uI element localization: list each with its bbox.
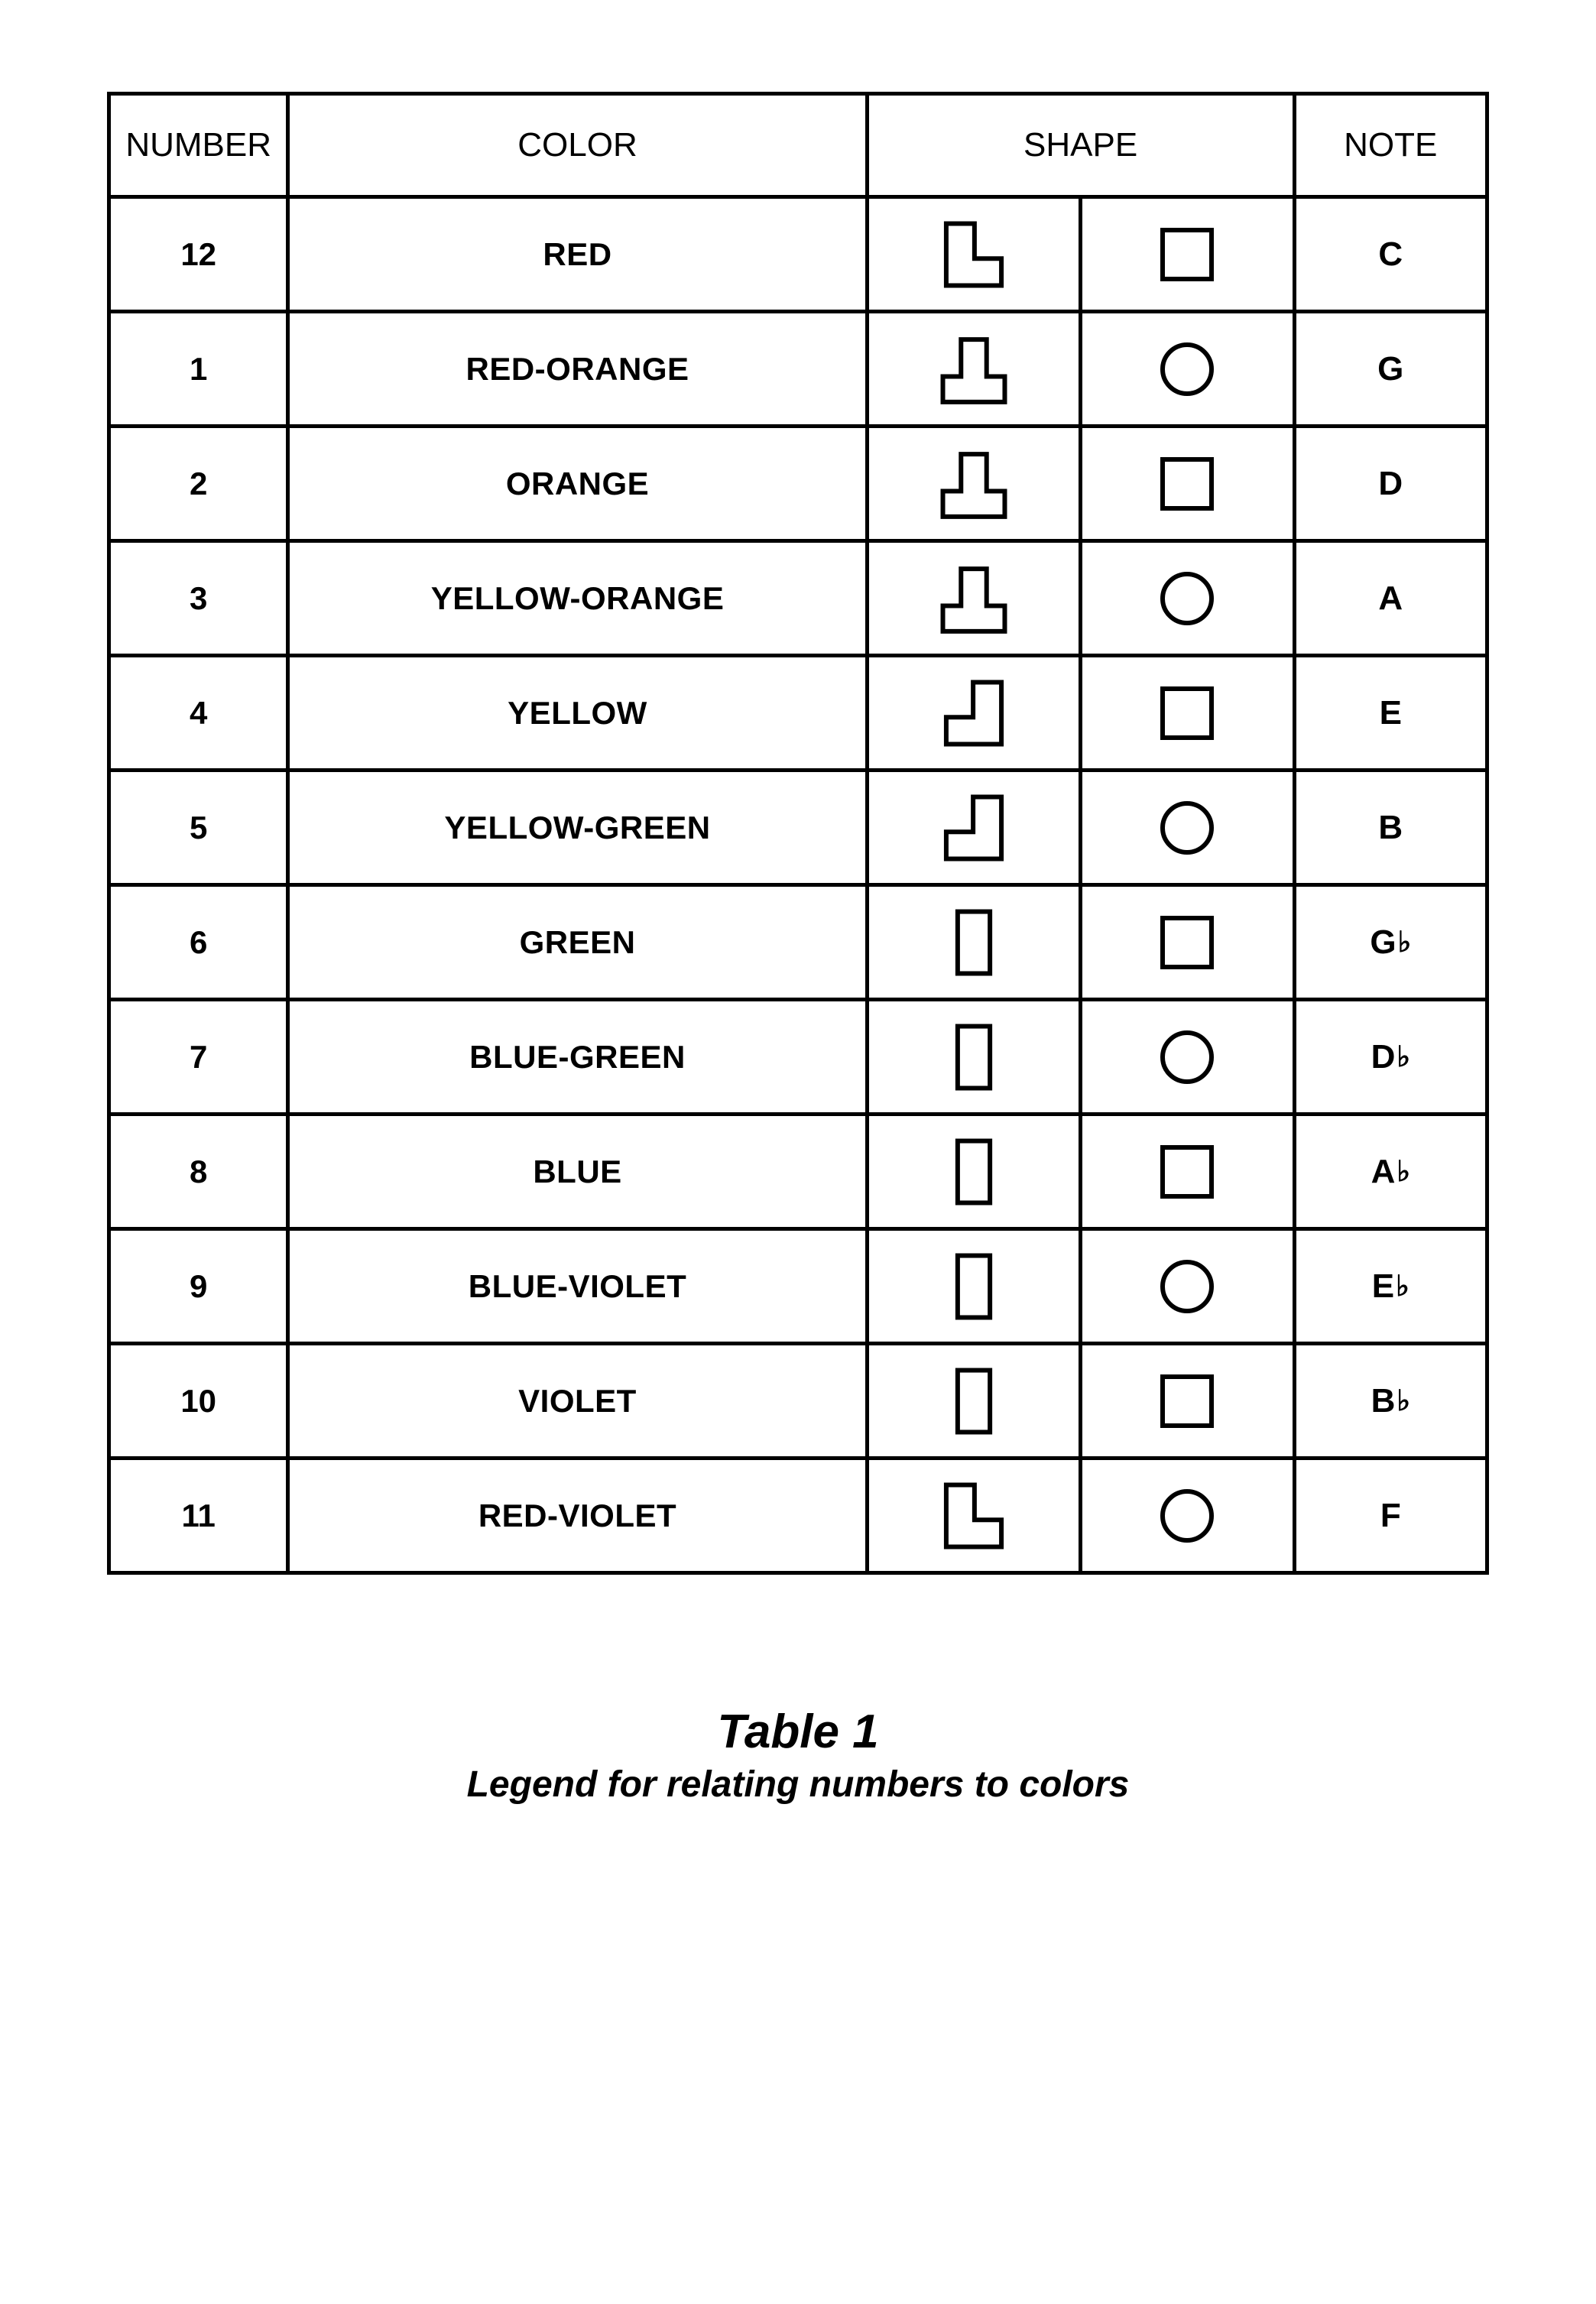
- table-row: 6GREEN G♭: [109, 885, 1487, 1000]
- caption-title: Table 1: [107, 1705, 1489, 1759]
- number-cell: 12: [109, 197, 288, 312]
- note-cell: D: [1294, 427, 1487, 541]
- shape-piece-cell: [867, 1115, 1080, 1229]
- shape-piece-cell: [867, 427, 1080, 541]
- shape-piece-cell: [867, 771, 1080, 885]
- color-cell: YELLOW-GREEN: [288, 771, 867, 885]
- shape-marker-cell: [1081, 312, 1294, 427]
- note-cell: F: [1294, 1459, 1487, 1573]
- shape-marker-cell: [1081, 541, 1294, 656]
- table-row: 8BLUE A♭: [109, 1115, 1487, 1229]
- color-cell: RED: [288, 197, 867, 312]
- color-cell: ORANGE: [288, 427, 867, 541]
- number-cell: 3: [109, 541, 288, 656]
- header-shape: SHAPE: [867, 94, 1294, 197]
- note-cell: E♭: [1294, 1229, 1487, 1344]
- table-row: 3YELLOW-ORANGE A: [109, 541, 1487, 656]
- shape-piece-cell: [867, 1000, 1080, 1115]
- shape-marker-cell: [1081, 1115, 1294, 1229]
- number-cell: 2: [109, 427, 288, 541]
- shape-piece-cell: [867, 885, 1080, 1000]
- color-cell: YELLOW-ORANGE: [288, 541, 867, 656]
- shape-piece-cell: [867, 197, 1080, 312]
- table-row: 9BLUE-VIOLET E♭: [109, 1229, 1487, 1344]
- table-row: 4YELLOW E: [109, 656, 1487, 771]
- legend-table-container: NUMBER COLOR SHAPE NOTE 12RED C1RED-ORAN…: [107, 92, 1489, 1575]
- table-row: 7BLUE-GREEN D♭: [109, 1000, 1487, 1115]
- table-row: 2ORANGE D: [109, 427, 1487, 541]
- number-cell: 6: [109, 885, 288, 1000]
- table-row: 5YELLOW-GREEN B: [109, 771, 1487, 885]
- color-cell: GREEN: [288, 885, 867, 1000]
- note-cell: E: [1294, 656, 1487, 771]
- header-number: NUMBER: [109, 94, 288, 197]
- shape-marker-cell: [1081, 1229, 1294, 1344]
- number-cell: 9: [109, 1229, 288, 1344]
- caption-subtitle: Legend for relating numbers to colors: [107, 1764, 1489, 1806]
- color-cell: RED-ORANGE: [288, 312, 867, 427]
- number-cell: 10: [109, 1344, 288, 1459]
- header-row: NUMBER COLOR SHAPE NOTE: [109, 94, 1487, 197]
- header-color: COLOR: [288, 94, 867, 197]
- table-row: 1RED-ORANGE G: [109, 312, 1487, 427]
- shape-piece-cell: [867, 1229, 1080, 1344]
- shape-marker-cell: [1081, 1344, 1294, 1459]
- color-cell: YELLOW: [288, 656, 867, 771]
- note-cell: G♭: [1294, 885, 1487, 1000]
- color-cell: RED-VIOLET: [288, 1459, 867, 1573]
- shape-marker-cell: [1081, 1459, 1294, 1573]
- shape-piece-cell: [867, 541, 1080, 656]
- note-cell: A♭: [1294, 1115, 1487, 1229]
- shape-marker-cell: [1081, 771, 1294, 885]
- shape-piece-cell: [867, 1459, 1080, 1573]
- note-cell: B♭: [1294, 1344, 1487, 1459]
- note-cell: D♭: [1294, 1000, 1487, 1115]
- table-row: 10VIOLET B♭: [109, 1344, 1487, 1459]
- legend-table: NUMBER COLOR SHAPE NOTE 12RED C1RED-ORAN…: [107, 92, 1489, 1575]
- caption: Table 1 Legend for relating numbers to c…: [107, 1705, 1489, 1806]
- number-cell: 11: [109, 1459, 288, 1573]
- note-cell: B: [1294, 771, 1487, 885]
- shape-marker-cell: [1081, 427, 1294, 541]
- note-cell: A: [1294, 541, 1487, 656]
- note-cell: G: [1294, 312, 1487, 427]
- color-cell: BLUE-GREEN: [288, 1000, 867, 1115]
- shape-marker-cell: [1081, 197, 1294, 312]
- shape-marker-cell: [1081, 1000, 1294, 1115]
- shape-piece-cell: [867, 656, 1080, 771]
- shape-marker-cell: [1081, 885, 1294, 1000]
- color-cell: BLUE-VIOLET: [288, 1229, 867, 1344]
- note-cell: C: [1294, 197, 1487, 312]
- color-cell: BLUE: [288, 1115, 867, 1229]
- table-row: 11RED-VIOLET F: [109, 1459, 1487, 1573]
- table-row: 12RED C: [109, 197, 1487, 312]
- number-cell: 4: [109, 656, 288, 771]
- shape-marker-cell: [1081, 656, 1294, 771]
- table-body: 12RED C1RED-ORANGE G2ORANGE D3YELLOW-ORA…: [109, 197, 1487, 1573]
- number-cell: 8: [109, 1115, 288, 1229]
- number-cell: 5: [109, 771, 288, 885]
- header-note: NOTE: [1294, 94, 1487, 197]
- color-cell: VIOLET: [288, 1344, 867, 1459]
- shape-piece-cell: [867, 1344, 1080, 1459]
- shape-piece-cell: [867, 312, 1080, 427]
- number-cell: 1: [109, 312, 288, 427]
- number-cell: 7: [109, 1000, 288, 1115]
